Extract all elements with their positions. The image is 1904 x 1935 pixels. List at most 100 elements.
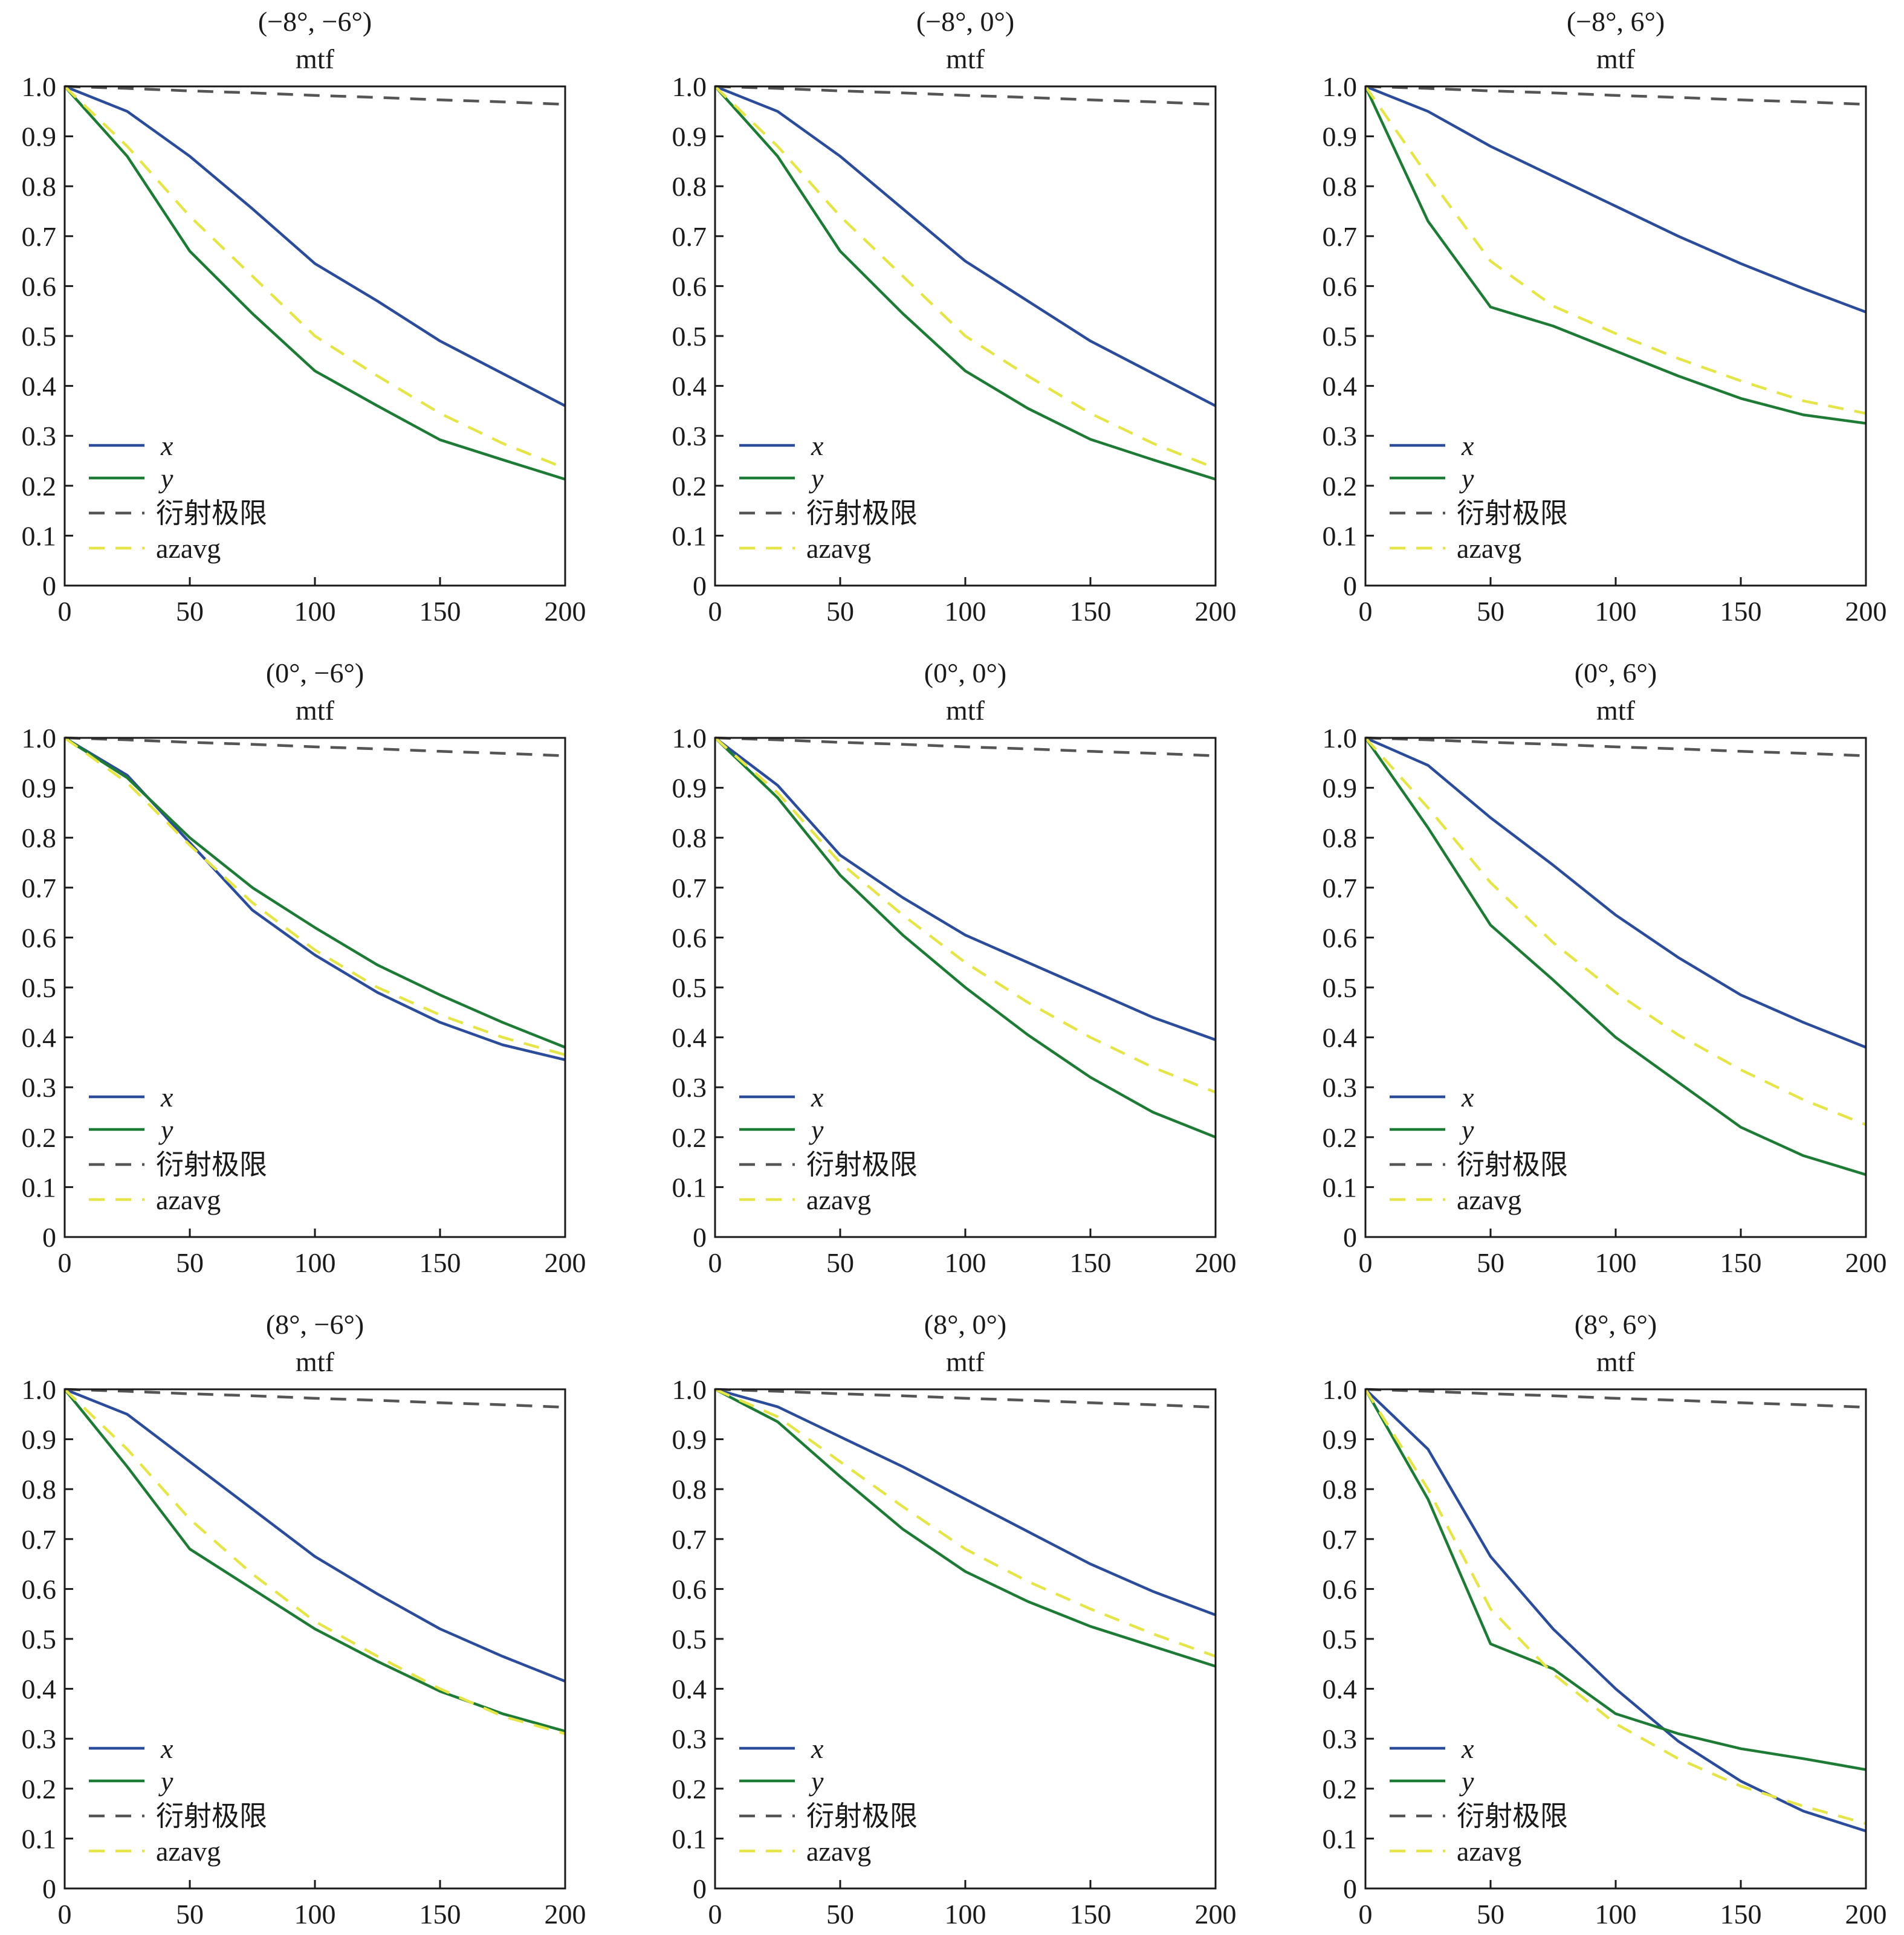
legend: xy 衍射极限 azavg <box>1390 430 1568 564</box>
y-tick-label: 1.0 <box>22 723 57 754</box>
y-tick-label: 0 <box>42 1873 56 1904</box>
y-tick-label: 0.8 <box>672 1474 707 1505</box>
x-tick-label: 50 <box>826 1899 854 1930</box>
legend-label: x <box>160 430 173 461</box>
y-tick-label: 0.4 <box>672 1674 707 1705</box>
y-tick-label: 0.6 <box>1323 922 1358 953</box>
series-line-2 <box>65 737 565 1049</box>
series-line-2 <box>1365 1388 1866 1771</box>
x-tick-label: 50 <box>176 596 204 627</box>
legend: xy 衍射极限 azavg <box>89 1733 267 1867</box>
legend-label: x <box>1461 1082 1474 1113</box>
y-tick-label: 0 <box>42 570 56 601</box>
x-tick-label: 150 <box>419 596 461 627</box>
y-tick-label: 0.7 <box>22 873 57 903</box>
y-tick-label: 0 <box>1343 1222 1357 1253</box>
x-tick-label: 150 <box>1070 1247 1112 1278</box>
legend-label: x <box>160 1733 173 1764</box>
legend-label: y <box>1459 463 1474 494</box>
legend-label: x <box>160 1082 173 1113</box>
y-tick-label: 0.7 <box>22 1524 57 1555</box>
series-line-3 <box>715 1387 1216 1409</box>
x-tick-label: 50 <box>826 1247 854 1278</box>
chart-panel-2: (−8°, 0°) mtf 0 0.1 0.2 0.3 0.4 0.5 0.6 0.7 0.8 0.9… <box>672 6 1237 627</box>
chart-subtitle: mtf <box>946 695 985 726</box>
chart-title: (−8°, 0°) <box>916 6 1014 37</box>
y-tick-label: 0.9 <box>22 121 57 152</box>
chart-title: (0°, −6°) <box>266 657 364 688</box>
y-tick-label: 0.7 <box>1323 873 1358 903</box>
y-tick-label: 0.2 <box>672 471 707 502</box>
series-line-3 <box>1365 736 1866 757</box>
y-tick-label: 0.5 <box>672 972 707 1003</box>
chart-panel-4: (0°, −6°) mtf 0 0.1 0.2 0.3 0.4 0.5 0.6 0.7 0.8 0.9… <box>22 657 586 1278</box>
legend-label: 衍射极限 <box>1457 1149 1568 1180</box>
x-tick-label: 200 <box>1845 1247 1887 1278</box>
x-tick-label: 50 <box>1477 1899 1504 1930</box>
y-tick-label: 0.1 <box>1323 520 1358 551</box>
series-group <box>65 85 565 481</box>
y-tick-label: 0 <box>1343 570 1357 601</box>
x-tick-label: 0 <box>58 596 72 627</box>
x-tick-label: 200 <box>1195 596 1237 627</box>
y-tick-label: 0.4 <box>22 371 57 402</box>
chart-panel-8: (8°, 0°) mtf 0 0.1 0.2 0.3 0.4 0.5 0.6 0.7 0.8 0.9 1… <box>672 1309 1237 1930</box>
y-tick-label: 0.3 <box>22 1072 57 1103</box>
y-tick-label: 1.0 <box>672 1374 707 1405</box>
y-tick-label: 0.4 <box>22 1674 57 1705</box>
series-group <box>1365 85 1866 425</box>
x-tick-label: 50 <box>176 1899 204 1930</box>
legend-label: x <box>811 1733 824 1764</box>
chart-title: (8°, 6°) <box>1575 1309 1657 1340</box>
legend: xy 衍射极限 azavg <box>1390 1082 1568 1215</box>
x-tick-label: 0 <box>1359 596 1373 627</box>
y-tick-label: 0.9 <box>22 1424 57 1455</box>
x-tick-label: 150 <box>419 1247 461 1278</box>
x-tick-label: 100 <box>1595 1247 1637 1278</box>
y-tick-label: 0.8 <box>1323 1474 1358 1505</box>
x-tick-label: 150 <box>1070 1899 1112 1930</box>
y-tick-label: 0.3 <box>1323 1072 1358 1103</box>
series-line-2 <box>715 737 1216 1139</box>
y-tick-label: 0 <box>693 570 707 601</box>
plot-frame <box>1364 1388 1867 1890</box>
legend-label: 衍射极限 <box>806 1801 918 1832</box>
series-line-4 <box>65 737 565 1056</box>
legend-label: x <box>1461 430 1474 461</box>
series-line-3 <box>65 736 565 757</box>
y-tick-label: 0.6 <box>22 922 57 953</box>
series-line-1 <box>1365 85 1866 314</box>
legend-label: azavg <box>1457 1836 1521 1867</box>
legend-label: azavg <box>156 1184 221 1215</box>
series-line-4 <box>65 85 565 470</box>
series-line-1 <box>715 737 1216 1041</box>
x-tick-label: 50 <box>1477 596 1504 627</box>
legend-label: 衍射极限 <box>806 498 918 529</box>
x-tick-label: 200 <box>1845 596 1887 627</box>
y-tick-label: 0.9 <box>1323 773 1358 804</box>
chart-title: (0°, 0°) <box>924 657 1006 688</box>
legend-label: azavg <box>806 1836 871 1867</box>
x-tick-label: 100 <box>294 596 336 627</box>
y-tick-label: 0.3 <box>22 421 57 451</box>
legend-label: azavg <box>156 1836 221 1867</box>
chart-subtitle: mtf <box>296 695 335 726</box>
legend-label: x <box>811 1082 824 1113</box>
y-tick-label: 0.2 <box>22 1774 57 1804</box>
y-tick-label: 0.7 <box>672 221 707 252</box>
legend-label: azavg <box>1457 1184 1521 1215</box>
y-tick-label: 0.3 <box>1323 1723 1358 1754</box>
y-tick-label: 1.0 <box>1323 71 1358 102</box>
y-tick-label: 0.1 <box>1323 1172 1358 1203</box>
chart-title: (−8°, 6°) <box>1567 6 1665 37</box>
series-line-2 <box>715 1388 1216 1668</box>
series-line-4 <box>1365 737 1866 1126</box>
x-tick-label: 0 <box>708 596 722 627</box>
chart-subtitle: mtf <box>946 1346 985 1377</box>
series-group <box>65 736 565 1061</box>
series-line-3 <box>1365 85 1866 106</box>
chart-title: (0°, 6°) <box>1575 657 1657 688</box>
y-tick-label: 0.6 <box>1323 271 1358 302</box>
legend-label: y <box>1459 1766 1474 1797</box>
